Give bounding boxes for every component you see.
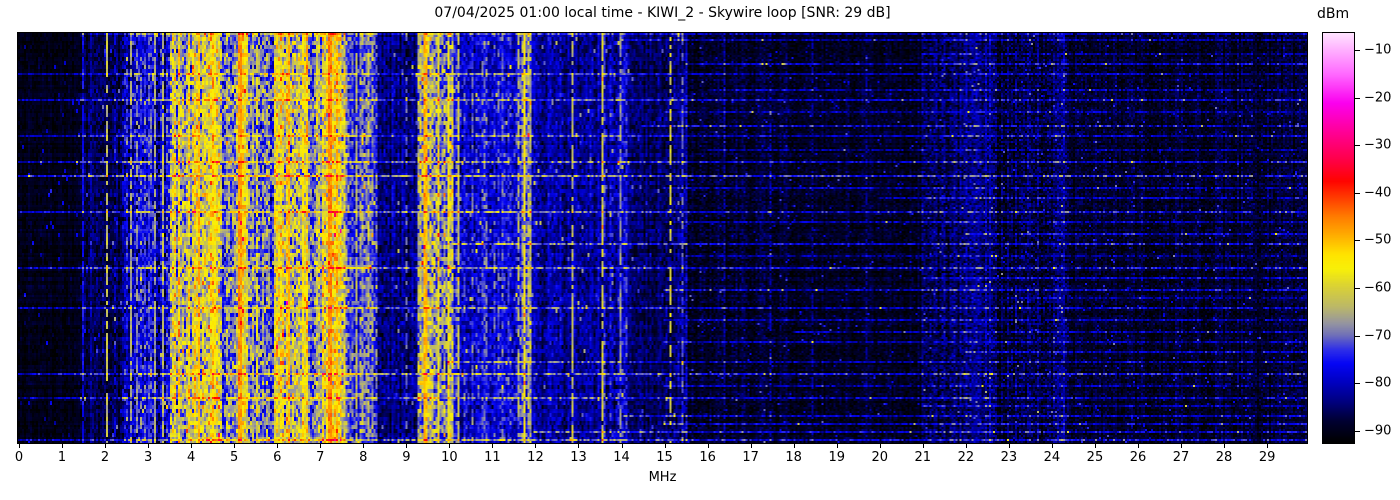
x-tick-label: 21 (914, 450, 932, 465)
colorbar-tick-label: −50 (1364, 232, 1392, 248)
x-tick-label: 5 (230, 450, 239, 465)
x-tick-mark (1137, 444, 1139, 448)
x-tick-label: 22 (957, 450, 975, 465)
x-tick-label: 3 (143, 450, 153, 465)
colorbar-tick-label: −70 (1364, 328, 1392, 343)
x-tick-mark (234, 444, 236, 448)
colorbar-tick-label: −30 (1364, 137, 1392, 153)
colorbar-tick-label: −90 (1364, 423, 1392, 439)
colorbar-tick-mark (1355, 430, 1360, 432)
x-tick-label: 14 (613, 450, 630, 465)
x-tick-label: 17 (742, 450, 759, 465)
colorbar (1322, 32, 1355, 444)
x-tick-mark (664, 444, 666, 448)
x-tick-label: 18 (785, 450, 802, 465)
x-tick-mark (62, 444, 64, 448)
x-tick-label: 25 (1086, 450, 1104, 465)
x-tick-label: 1 (57, 450, 67, 465)
x-tick-label: 16 (699, 450, 716, 465)
x-tick-label: 9 (402, 450, 411, 465)
x-tick-label: 12 (527, 450, 544, 465)
x-tick-label: 2 (100, 450, 110, 465)
x-tick-mark (836, 444, 838, 448)
x-tick-mark (1224, 444, 1226, 448)
colorbar-tick-label: −40 (1364, 185, 1392, 201)
x-tick-mark (922, 444, 924, 448)
x-tick-mark (707, 444, 709, 448)
x-tick-label: 27 (1172, 450, 1190, 465)
x-tick-mark (449, 444, 451, 448)
x-tick-label: 11 (484, 450, 501, 465)
x-tick-label: 19 (828, 450, 845, 465)
x-tick-mark (879, 444, 881, 448)
x-tick-mark (750, 444, 752, 448)
x-tick-label: 23 (1000, 450, 1018, 465)
x-tick-mark (1008, 444, 1010, 448)
colorbar-tick-mark (1355, 145, 1360, 147)
x-tick-mark (1267, 444, 1269, 448)
colorbar-tick-label: −80 (1364, 375, 1392, 391)
x-tick-mark (1094, 444, 1096, 448)
x-tick-mark (492, 444, 494, 448)
x-tick-label: 28 (1215, 450, 1233, 465)
x-tick-mark (535, 444, 537, 448)
x-tick-label: 8 (359, 450, 368, 465)
colorbar-tick-mark (1355, 335, 1360, 337)
x-tick-label: 0 (14, 450, 24, 465)
waterfall-canvas (18, 33, 1307, 443)
x-tick-mark (578, 444, 580, 448)
x-tick-mark (363, 444, 365, 448)
x-tick-label: 10 (441, 450, 458, 465)
x-tick-label: 13 (570, 450, 587, 465)
x-tick-mark (105, 444, 107, 448)
x-tick-mark (406, 444, 408, 448)
x-tick-mark (1181, 444, 1183, 448)
x-tick-mark (19, 444, 20, 448)
x-tick-label: 4 (187, 450, 196, 465)
x-tick-mark (277, 444, 279, 448)
colorbar-tick-mark (1355, 383, 1360, 385)
waterfall-plot-area (17, 32, 1308, 444)
x-tick-mark (191, 444, 193, 448)
colorbar-tick-label: −20 (1364, 90, 1392, 106)
x-tick-label: 20 (871, 450, 889, 465)
x-tick-label: 6 (273, 450, 282, 465)
colorbar-tick-mark (1355, 50, 1360, 52)
x-tick-mark (320, 444, 322, 448)
x-tick-label: 29 (1258, 450, 1276, 465)
colorbar-tick-mark (1355, 287, 1360, 289)
chart-title: 07/04/2025 01:00 local time - KIWI_2 - S… (434, 5, 891, 21)
x-tick-mark (1051, 444, 1053, 448)
x-tick-mark (793, 444, 795, 448)
x-tick-label: 7 (316, 450, 325, 465)
colorbar-tick-label: −10 (1364, 42, 1392, 58)
colorbar-tick-mark (1355, 240, 1360, 242)
colorbar-tick-label: −60 (1364, 280, 1392, 296)
colorbar-gradient (1323, 33, 1354, 443)
colorbar-tick-mark (1355, 192, 1360, 194)
x-tick-label: 26 (1129, 450, 1147, 465)
x-tick-label: 15 (656, 450, 673, 465)
x-tick-mark (148, 444, 150, 448)
x-axis-label: MHz (648, 470, 677, 485)
x-tick-mark (621, 444, 623, 448)
colorbar-tick-mark (1355, 97, 1360, 99)
colorbar-label: dBm (1317, 6, 1350, 22)
x-tick-mark (965, 444, 967, 448)
x-tick-label: 24 (1043, 450, 1061, 465)
